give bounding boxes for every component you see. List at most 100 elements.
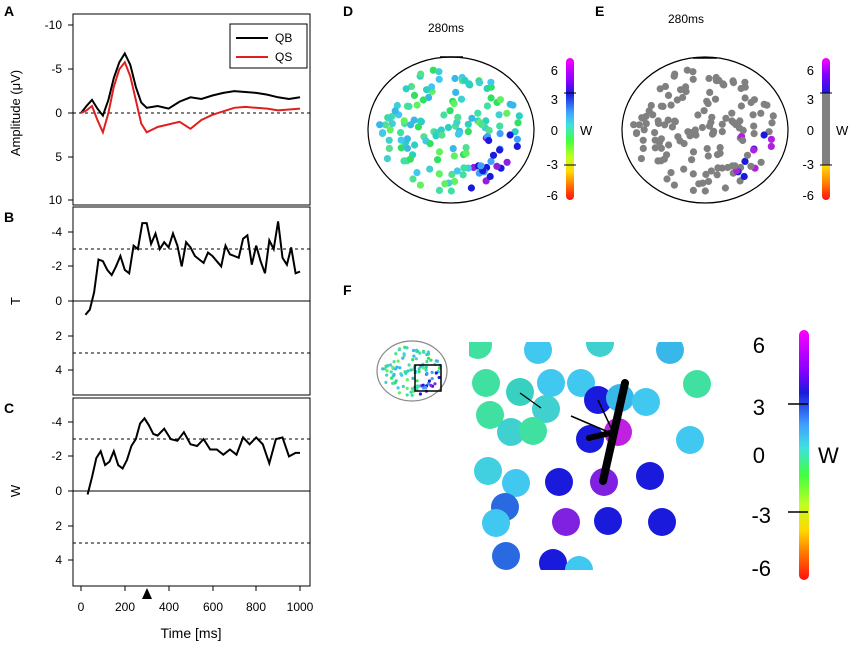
electrode-dot [396, 386, 400, 390]
electrode-dot [392, 360, 396, 364]
panel-f-zoomed-electrodes [469, 342, 711, 570]
electrode-dot [385, 136, 393, 144]
panel-d-colorbar-label: W [580, 123, 593, 138]
electrode-dot [692, 131, 700, 139]
electrode-dot [411, 141, 419, 149]
electrode-dot [435, 75, 443, 83]
electrode-dot [760, 131, 768, 139]
electrode-dot [405, 386, 409, 390]
electrode-dot [714, 164, 722, 172]
electrode-dot [392, 372, 396, 377]
electrode-dot [514, 119, 522, 127]
electrode-dot [739, 136, 747, 145]
electrode-dot [670, 181, 679, 189]
electrode-dot [716, 144, 724, 152]
electrode-dot [757, 158, 765, 166]
panel-a-yticks: -10 -5 0 5 10 [45, 18, 73, 207]
electrode-dot [636, 462, 664, 490]
electrode-dot [440, 111, 448, 119]
colorbar-tick: -6 [802, 188, 814, 203]
panel-label-b: B [4, 209, 14, 225]
electrode-dot [502, 469, 530, 497]
electrode-dot [567, 369, 595, 397]
panel-b-ytick-label: -4 [51, 225, 62, 239]
electrode-dot [417, 117, 425, 125]
electrode-dot [388, 363, 393, 367]
electrode-dot [656, 85, 664, 93]
electrode-dot [667, 169, 675, 177]
electrode-dot [462, 144, 470, 152]
panel-e-colorbar [822, 58, 830, 200]
electrode-dot [397, 129, 405, 137]
electrode-dot [407, 363, 411, 367]
electrode-dot [704, 177, 713, 185]
electrode-dot [651, 129, 659, 137]
electrode-dot [767, 142, 775, 150]
electrode-dot [689, 170, 697, 178]
electrode-dot [381, 367, 385, 371]
electrode-dot [651, 136, 659, 144]
electrode-dot [565, 556, 593, 570]
electrode-dot [423, 86, 431, 94]
electrode-dot [482, 509, 510, 537]
electrode-dot [718, 128, 726, 136]
electrode-dot [434, 371, 438, 375]
electrode-dot [424, 386, 428, 390]
electrode-dot [493, 162, 501, 170]
electrode-dot [689, 75, 697, 83]
electrode-dot [741, 78, 749, 86]
electrode-dot [492, 542, 520, 570]
electrode-dot [483, 102, 491, 110]
electrode-dot [415, 384, 419, 388]
electrode-dot [411, 358, 415, 362]
electrode-dot [657, 135, 666, 143]
electrode-dot [749, 111, 757, 119]
electrode-dot [654, 157, 662, 165]
electrode-dot [435, 68, 443, 76]
electrode-dot [760, 100, 768, 108]
electrode-dot [425, 371, 429, 376]
electrode-dot [673, 96, 681, 104]
colorbar-tick: 6 [807, 63, 814, 78]
colorbar-tick: 3 [753, 395, 765, 420]
electrode-dot [467, 184, 475, 192]
panel-f-zoom-box [414, 364, 442, 392]
electrode-dot [495, 111, 503, 119]
electrode-dot [391, 365, 395, 369]
series-line-qb [80, 51, 301, 118]
electrode-dot [418, 392, 422, 396]
electrode-dot [429, 66, 437, 74]
electrode-dot [446, 107, 454, 115]
panel-e-colorbar-ticks: 6 3 0 -3 -6 [802, 63, 832, 203]
panel-f-colorbar-ticks: 6 3 0 -3 -6 [751, 333, 808, 581]
electrode-dot [397, 391, 401, 395]
electrode-dot [671, 117, 679, 125]
x-tick-label: 200 [115, 600, 135, 614]
electrode-dot [683, 370, 711, 398]
panel-e-title: 280ms [668, 12, 704, 26]
electrode-dot [477, 162, 485, 170]
electrode-dot [426, 381, 430, 386]
colorbar-tick: 6 [753, 333, 765, 358]
electrode-dot [437, 375, 441, 380]
electrode-dot [415, 387, 419, 391]
panel-e-colorbar-label: W [836, 123, 849, 138]
electrode-dot [487, 157, 495, 165]
electrode-dot [677, 86, 685, 94]
electrode-dot [432, 132, 440, 140]
electrode-dot [430, 377, 434, 381]
electrode-dot [667, 101, 675, 109]
series-line-w [86, 416, 300, 495]
electrode-dot [647, 101, 655, 110]
x-tick-label: 600 [203, 600, 223, 614]
electrode-dot [664, 91, 673, 99]
electrode-dot [474, 457, 502, 485]
panel-f-inset-electrodes [381, 345, 442, 397]
electrode-dot [506, 100, 514, 108]
electrode-dot [486, 172, 494, 181]
electrode-dot [513, 142, 521, 150]
panel-c-ylabel: W [8, 484, 23, 497]
electrode-dot [457, 95, 466, 103]
electrode-dot [410, 91, 419, 99]
panel-d-head-outline [367, 56, 535, 204]
